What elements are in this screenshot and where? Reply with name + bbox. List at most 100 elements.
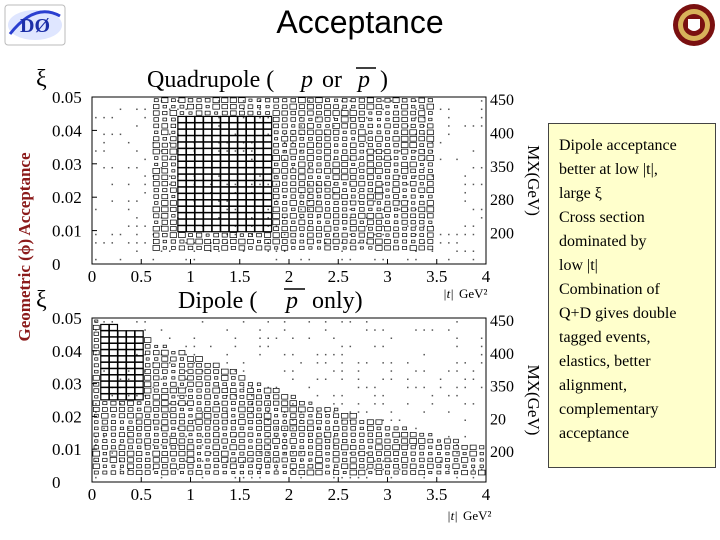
- bg-dot: [390, 100, 393, 102]
- acceptance-cell: [418, 149, 425, 155]
- acceptance-cell: [427, 438, 434, 444]
- acceptance-cell: [204, 451, 211, 456]
- acceptance-cell: [256, 413, 262, 419]
- acceptance-cell: [187, 356, 194, 362]
- bg-dot: [382, 419, 384, 421]
- bg-dot: [472, 468, 475, 471]
- bg-dot: [103, 427, 105, 430]
- acceptance-cell: [171, 117, 176, 122]
- bg-dot: [390, 158, 393, 161]
- bg-dot: [95, 233, 97, 236]
- acceptance-cell: [308, 451, 313, 456]
- acceptance-cell: [153, 407, 160, 412]
- bg-dot: [242, 100, 245, 102]
- acceptance-cell: [257, 433, 261, 437]
- acceptance-cell: [392, 181, 400, 187]
- acceptance-cell: [231, 452, 236, 456]
- acceptance-cell: [221, 110, 228, 116]
- acceptance-cell: [402, 181, 407, 186]
- bg-dot: [448, 233, 450, 236]
- acceptance-cell: [170, 407, 177, 412]
- acceptance-cell: [264, 232, 272, 238]
- acceptance-cell: [419, 162, 424, 166]
- acceptance-cell: [393, 439, 399, 443]
- acceptance-cell: [315, 226, 322, 232]
- acceptance-cell: [418, 136, 425, 142]
- acceptance-cell: [127, 432, 134, 438]
- acceptance-cell: [290, 155, 296, 161]
- bg-dot: [374, 386, 376, 389]
- acceptance-cell: [196, 388, 202, 393]
- acceptance-cell: [333, 201, 339, 205]
- acceptance-cell: [144, 470, 151, 475]
- acceptance-cell: [110, 406, 117, 412]
- acceptance-cell: [334, 143, 339, 147]
- bg-dot: [201, 321, 204, 323]
- bg-dot: [160, 378, 163, 380]
- acceptance-cell: [409, 142, 417, 149]
- acceptance-cell: [282, 143, 288, 147]
- acceptance-cell: [445, 470, 450, 475]
- acceptance-cell: [299, 194, 305, 199]
- acceptance-cell: [291, 207, 296, 212]
- acceptance-cell: [385, 433, 390, 437]
- acceptance-cell: [170, 413, 177, 419]
- bg-dot: [193, 345, 196, 348]
- bg-dot: [127, 208, 130, 211]
- acceptance-cell: [145, 394, 151, 399]
- acceptance-cell: [333, 232, 339, 238]
- bg-dot: [448, 116, 450, 119]
- acceptance-cell: [325, 98, 330, 103]
- bg-dot: [472, 370, 475, 372]
- bg-dot: [324, 435, 327, 438]
- acceptance-cell: [410, 470, 417, 475]
- bg-dot: [259, 468, 261, 471]
- bg-dot: [439, 158, 442, 161]
- bg-dot: [316, 192, 319, 194]
- acceptance-cell: [255, 451, 263, 457]
- acceptance-cell: [307, 97, 314, 103]
- acceptance-cell: [239, 426, 245, 431]
- bg-dot: [259, 345, 261, 348]
- acceptance-cell: [102, 452, 107, 456]
- bg-dot: [382, 233, 384, 236]
- acceptance-cell: [230, 239, 237, 244]
- acceptance-cell: [366, 155, 374, 161]
- acceptance-cell: [290, 110, 296, 116]
- acceptance-cell: [418, 239, 425, 244]
- acceptance-cell: [179, 369, 185, 374]
- acceptance-cell: [144, 445, 151, 450]
- acceptance-cell: [342, 207, 348, 212]
- acceptance-cell: [334, 433, 339, 437]
- acceptance-cell: [247, 104, 254, 109]
- acceptance-cell: [358, 213, 366, 219]
- acceptance-cell: [289, 419, 297, 425]
- acceptance-cell: [143, 406, 152, 413]
- acceptance-cell: [196, 363, 202, 368]
- acceptance-cell: [367, 451, 374, 456]
- bg-dot: [448, 133, 450, 136]
- bg-dot: [341, 353, 343, 356]
- acceptance-cell: [384, 426, 391, 431]
- acceptance-cell: [102, 470, 108, 475]
- bg-dot: [226, 394, 228, 397]
- acceptance-cell: [393, 143, 399, 148]
- acceptance-cell: [349, 226, 357, 232]
- acceptance-cell: [152, 400, 160, 406]
- bg-dot: [480, 183, 483, 186]
- bg-dot: [226, 386, 228, 389]
- acceptance-cell: [358, 97, 365, 103]
- acceptance-cell: [256, 458, 262, 462]
- acceptance-cell: [94, 357, 99, 361]
- acceptance-cell: [231, 407, 236, 412]
- acceptance-cell: [324, 194, 331, 199]
- acceptance-cell: [341, 419, 348, 425]
- bg-dot: [423, 166, 425, 169]
- acceptance-cell: [171, 195, 176, 199]
- acceptance-cell: [307, 432, 313, 437]
- acceptance-cell: [359, 143, 365, 148]
- acceptance-cell: [366, 212, 375, 219]
- acceptance-cell: [264, 438, 271, 444]
- bg-dot: [218, 175, 220, 177]
- acceptance-cell: [102, 401, 108, 406]
